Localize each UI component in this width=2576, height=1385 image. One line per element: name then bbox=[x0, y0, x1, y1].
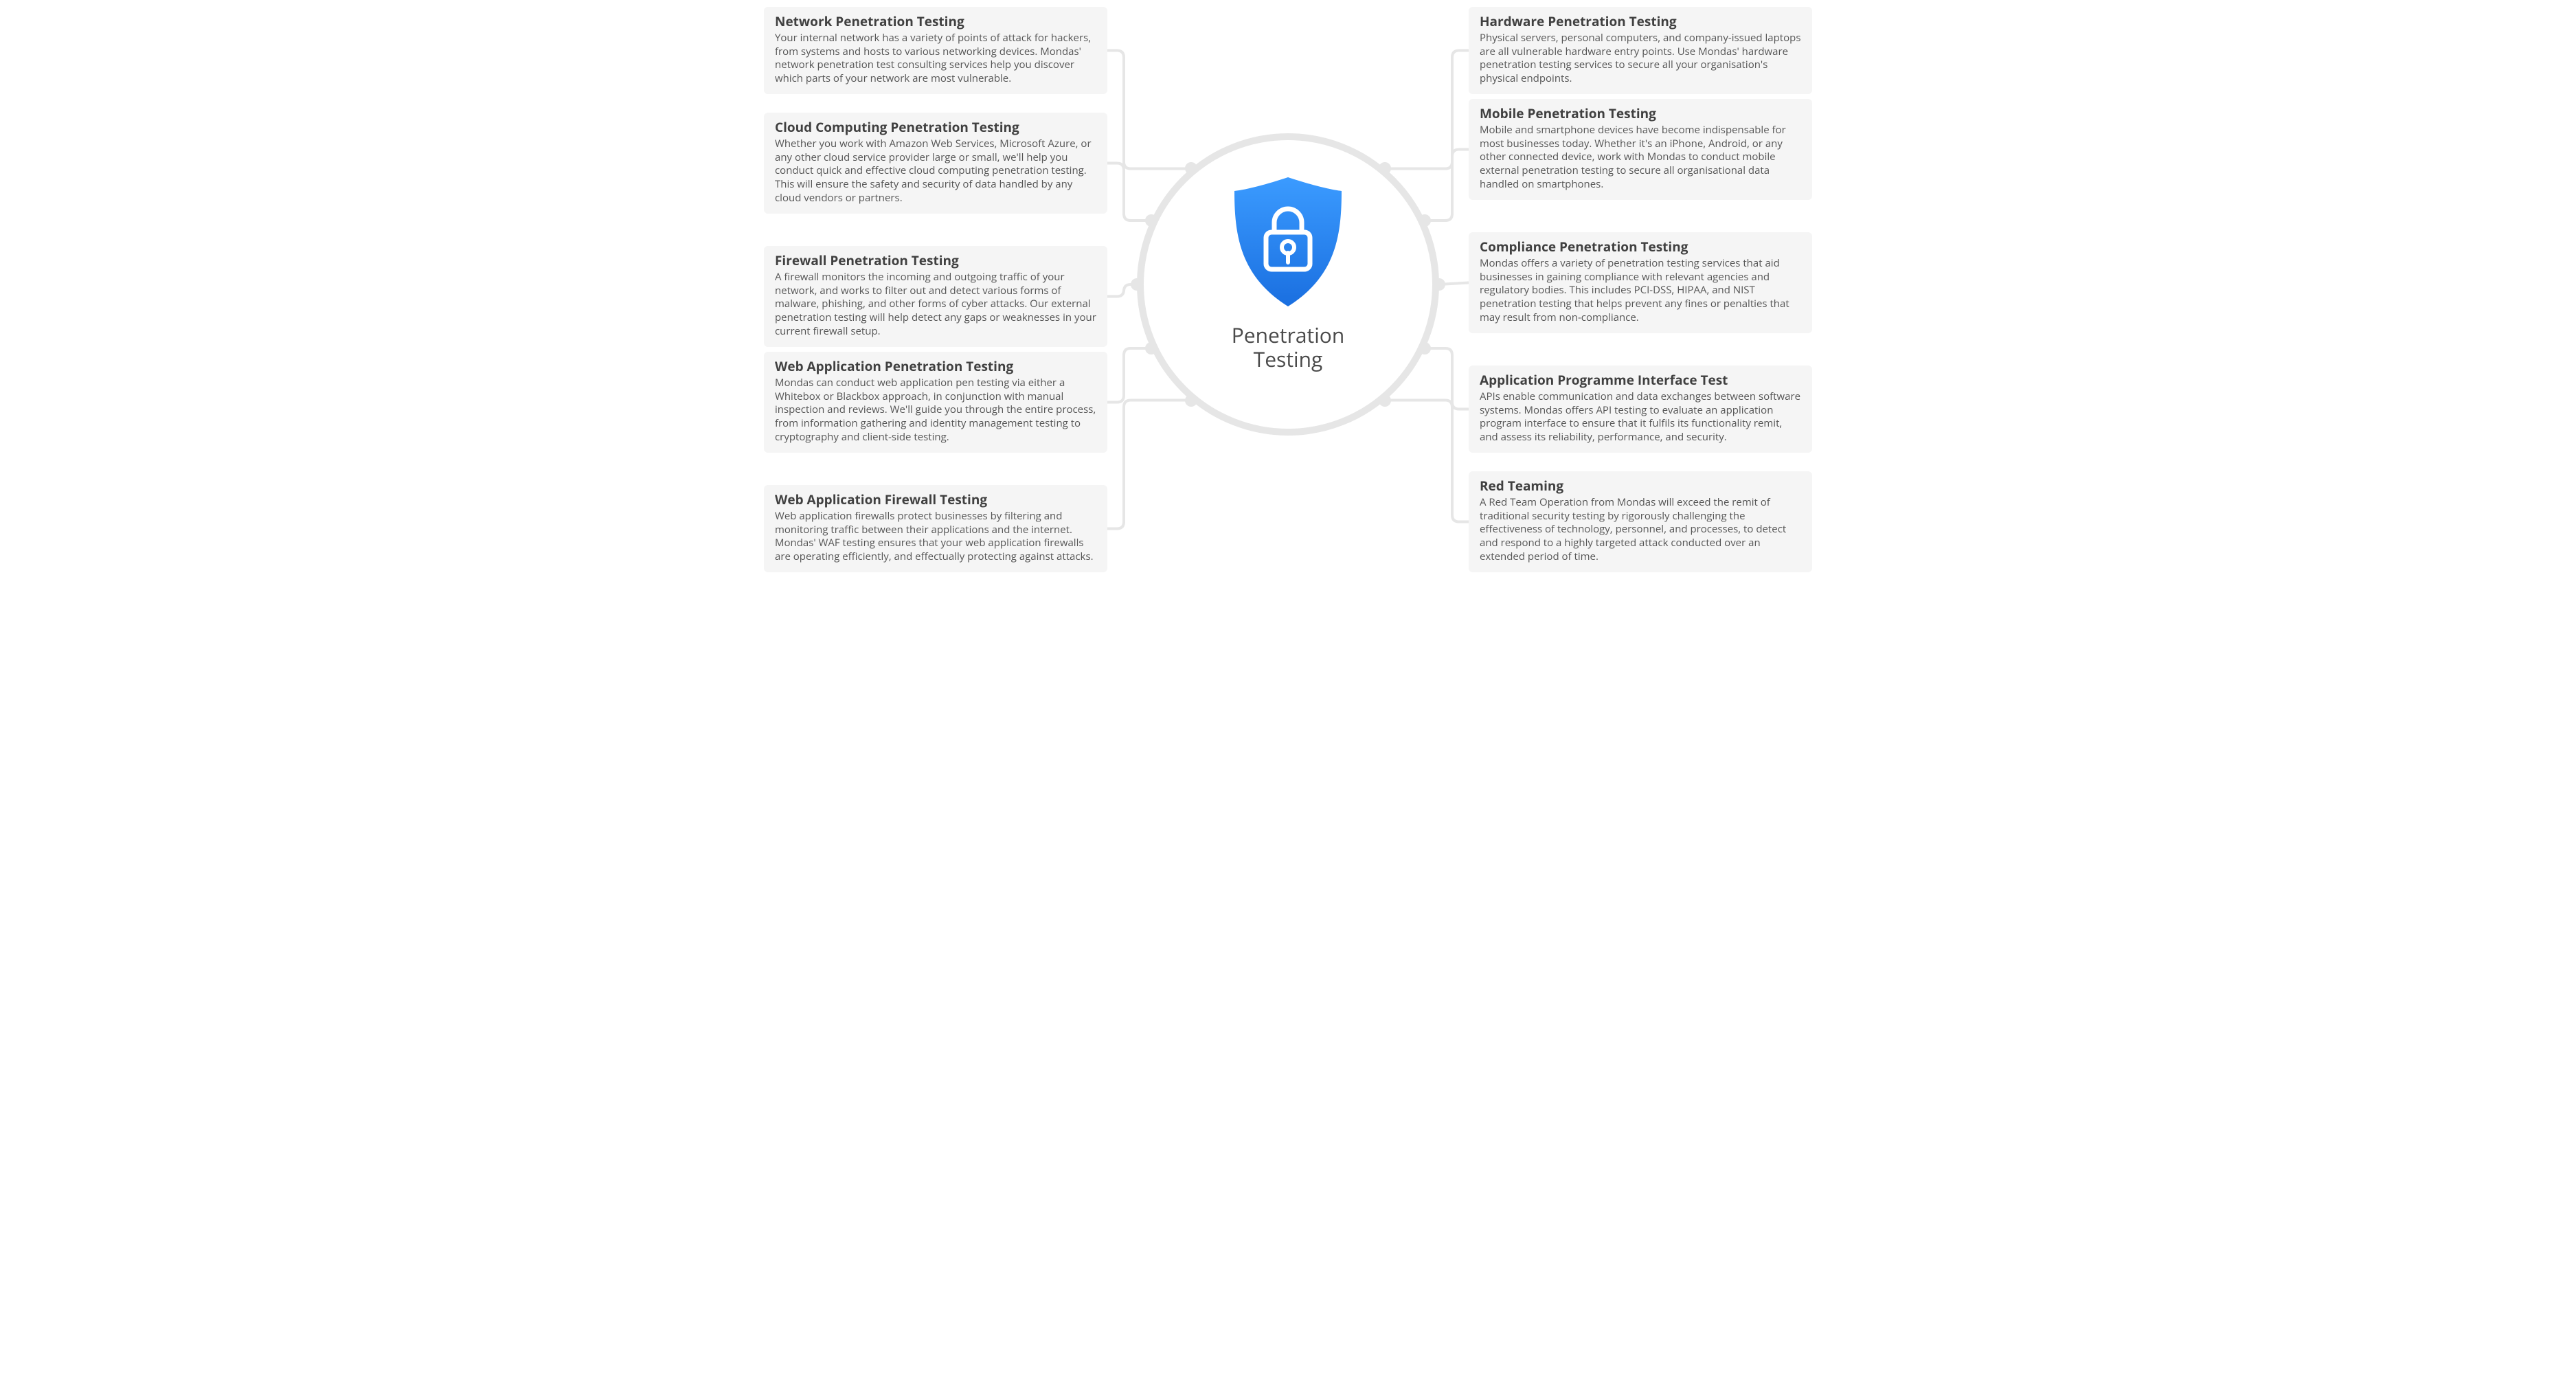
card-title: Web Application Penetration Testing bbox=[775, 359, 1096, 375]
card-firewall: Firewall Penetration Testing A firewall m… bbox=[764, 246, 1107, 347]
card-body: Physical servers, personal computers, an… bbox=[1480, 32, 1801, 86]
card-title: Web Application Firewall Testing bbox=[775, 492, 1096, 508]
card-cloud: Cloud Computing Penetration TestingWheth… bbox=[764, 113, 1107, 214]
shield-lock-icon bbox=[1226, 173, 1350, 311]
infographic-canvas: Penetration Testing Network Penetration … bbox=[753, 0, 1823, 576]
card-title: Hardware Penetration Testing bbox=[1480, 14, 1801, 30]
card-body: Mondas offers a variety of penetration t… bbox=[1480, 257, 1801, 325]
connector-dot bbox=[1419, 214, 1431, 227]
card-title: Mobile Penetration Testing bbox=[1480, 106, 1801, 122]
card-hardware: Hardware Penetration Testing Physical ser… bbox=[1469, 7, 1812, 94]
card-waf: Web Application Firewall Testing Web appl… bbox=[764, 485, 1107, 572]
connector-dot bbox=[1131, 278, 1143, 291]
connector-dot bbox=[1145, 342, 1157, 354]
connector-dot bbox=[1379, 162, 1391, 174]
card-title: Network Penetration Testing bbox=[775, 14, 1096, 30]
card-body: APIs enable communication and data excha… bbox=[1480, 390, 1801, 444]
card-redteam: Red TeamingA Red Team Operation from Mon… bbox=[1469, 471, 1812, 572]
card-body: Your internal network has a variety of p… bbox=[775, 32, 1096, 86]
card-body: A Red Team Operation from Mondas will ex… bbox=[1480, 496, 1801, 564]
connector-dot bbox=[1379, 394, 1391, 407]
hub-title-line2: Testing bbox=[1254, 345, 1323, 373]
center-hub: Penetration Testing bbox=[1137, 133, 1439, 436]
card-title: Compliance Penetration Testing bbox=[1480, 239, 1801, 256]
connector-dot bbox=[1145, 214, 1157, 227]
connector-dot bbox=[1433, 278, 1445, 291]
card-mobile: Mobile Penetration Testing Mobile and sma… bbox=[1469, 99, 1812, 200]
card-body: Mondas can conduct web application pen t… bbox=[775, 376, 1096, 444]
card-network: Network Penetration Testing Your internal… bbox=[764, 7, 1107, 94]
card-title: Red Teaming bbox=[1480, 478, 1801, 495]
card-title: Application Programme Interface Test bbox=[1480, 372, 1801, 389]
connector-dot bbox=[1185, 162, 1197, 174]
card-title: Firewall Penetration Testing bbox=[775, 253, 1096, 269]
connector-dot bbox=[1419, 342, 1431, 354]
card-body: Web application firewalls protect busine… bbox=[775, 510, 1096, 564]
card-body: Whether you work with Amazon Web Service… bbox=[775, 137, 1096, 205]
card-api: Application Programme Interface TestAPIs… bbox=[1469, 365, 1812, 453]
connector-dot bbox=[1185, 394, 1197, 407]
card-title: Cloud Computing Penetration Testing bbox=[775, 120, 1096, 136]
card-body: A firewall monitors the incoming and out… bbox=[775, 271, 1096, 339]
card-webapp: Web Application Penetration TestingMonda… bbox=[764, 352, 1107, 453]
hub-title: Penetration Testing bbox=[1232, 324, 1344, 371]
card-body: Mobile and smartphone devices have becom… bbox=[1480, 124, 1801, 192]
card-compliance: Compliance Penetration TestingMondas off… bbox=[1469, 232, 1812, 333]
